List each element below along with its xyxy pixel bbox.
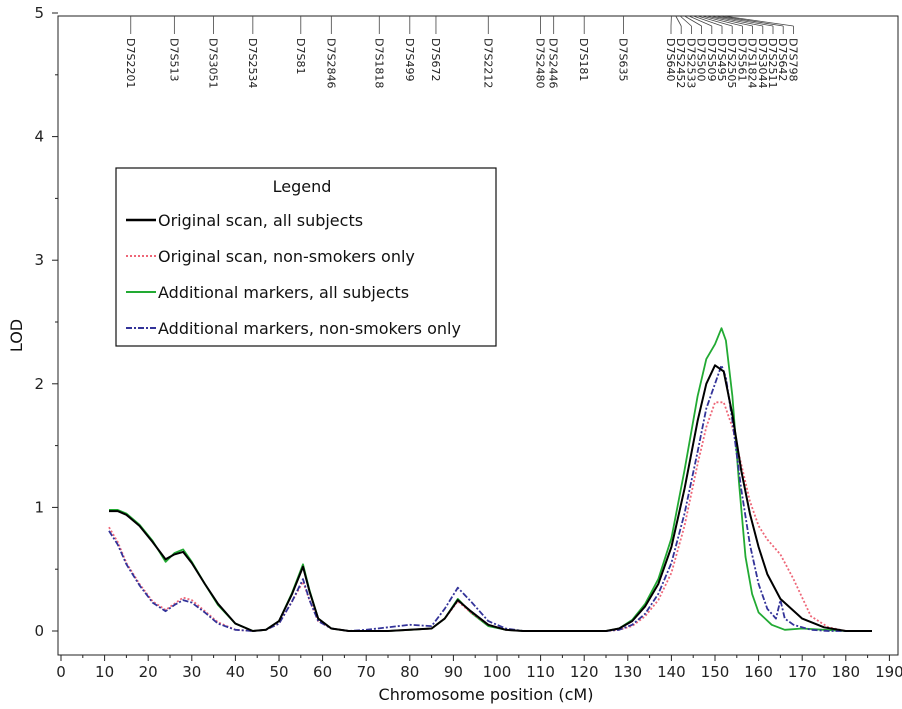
marker-label: D7S2534 <box>246 38 259 88</box>
marker-connector <box>684 15 702 27</box>
x-tick-label: 20 <box>139 663 158 681</box>
x-tick-label: 180 <box>831 663 860 681</box>
y-tick-label: 2 <box>34 375 44 393</box>
x-tick-label: 0 <box>56 663 66 681</box>
marker-label: D7S181 <box>577 38 590 81</box>
marker-connector <box>693 15 723 27</box>
marker-label: D7S3044 <box>756 38 769 88</box>
y-tick-label: 5 <box>34 4 44 22</box>
marker-connector <box>675 15 682 27</box>
x-tick-label: 40 <box>226 663 245 681</box>
marker-label: D7S1824 <box>746 38 759 88</box>
marker-label: D7S3051 <box>207 38 220 88</box>
x-tick-label: 70 <box>357 663 376 681</box>
x-tick-label: 160 <box>744 663 773 681</box>
marker-label: D7S81 <box>294 38 307 74</box>
series-line <box>108 364 872 632</box>
marker-label: D7S2511 <box>766 38 779 88</box>
legend-label: Original scan, non-smokers only <box>158 247 415 266</box>
x-tick-label: 80 <box>400 663 419 681</box>
marker-label: D7S672 <box>429 38 442 81</box>
legend-label: Additional markers, all subjects <box>158 283 409 302</box>
marker-label: D7S2201 <box>124 38 137 88</box>
axes: 0 10 20 30 40 50 60 70 80 90 100 110 120 130 140 150 160… <box>34 4 902 681</box>
x-axis-title: Chromosome position (cM) <box>379 685 594 704</box>
legend-label: Original scan, all subjects <box>158 211 363 230</box>
marker-connector <box>719 15 784 27</box>
legend: Legend Original scan, all subjects Origina… <box>115 167 497 347</box>
plot-frame <box>57 15 899 656</box>
marker-label: D7S561 <box>735 38 748 81</box>
marker-label: D7S635 <box>616 38 629 81</box>
x-tick-label: 60 <box>313 663 332 681</box>
x-tick-label: 110 <box>526 663 555 681</box>
marker-label: D7S2446 <box>547 38 560 88</box>
marker-label: D7S2846 <box>324 38 337 88</box>
x-tick-label: 130 <box>613 663 642 681</box>
x-tick-label: 190 <box>875 663 902 681</box>
plot-border <box>57 15 899 656</box>
marker-label: D7S2480 <box>534 38 547 88</box>
x-tick-label: 100 <box>483 663 512 681</box>
y-axis-title: LOD <box>7 319 26 352</box>
marker-label: D7S640 <box>664 38 677 81</box>
y-tick-label: 1 <box>34 498 44 516</box>
marker-connector <box>697 15 733 27</box>
legend-title: Legend <box>273 177 332 196</box>
marker-connector <box>710 15 763 27</box>
marker-label: D7S513 <box>167 38 180 81</box>
marker-label: D7S500 <box>695 38 708 81</box>
x-tick-label: 50 <box>269 663 288 681</box>
legend-label: Additional markers, non-smokers only <box>158 319 461 338</box>
marker-label: D7S2505 <box>725 38 738 88</box>
marker-label: D7S798 <box>786 38 799 81</box>
marker-label: D7S495 <box>715 38 728 81</box>
series-lines <box>108 327 872 632</box>
x-tick-label: 90 <box>444 663 463 681</box>
marker-connector <box>688 15 712 27</box>
marker-connector <box>714 15 774 27</box>
marker-connector <box>701 15 743 27</box>
y-tick-label: 0 <box>34 622 44 640</box>
x-tick-label: 150 <box>701 663 730 681</box>
marker-connector <box>706 15 753 27</box>
series-line <box>109 364 872 632</box>
x-tick-label: 10 <box>95 663 114 681</box>
marker-label: D7S2452 <box>674 38 687 88</box>
marker-label: D7S2212 <box>481 38 494 88</box>
x-tick-label: 140 <box>657 663 686 681</box>
marker-labels: D7S2201 D7S513 D7S3051 D7S2534 D7S81 D7S2846 D… <box>124 15 799 88</box>
marker-label: D7S1818 <box>372 38 385 88</box>
marker-label: D7S2533 <box>684 38 697 88</box>
marker-connector <box>679 15 692 27</box>
x-tick-label: 30 <box>182 663 201 681</box>
y-tick-label: 4 <box>34 128 44 146</box>
marker-label: D7S499 <box>403 38 416 81</box>
marker-label: D7S642 <box>776 38 789 81</box>
x-tick-label: 170 <box>788 663 817 681</box>
x-tick-label: 120 <box>570 663 599 681</box>
marker-connector <box>723 15 794 27</box>
legend-box <box>115 167 497 347</box>
y-tick-label: 3 <box>34 251 44 269</box>
marker-label: D7S509 <box>705 38 718 81</box>
